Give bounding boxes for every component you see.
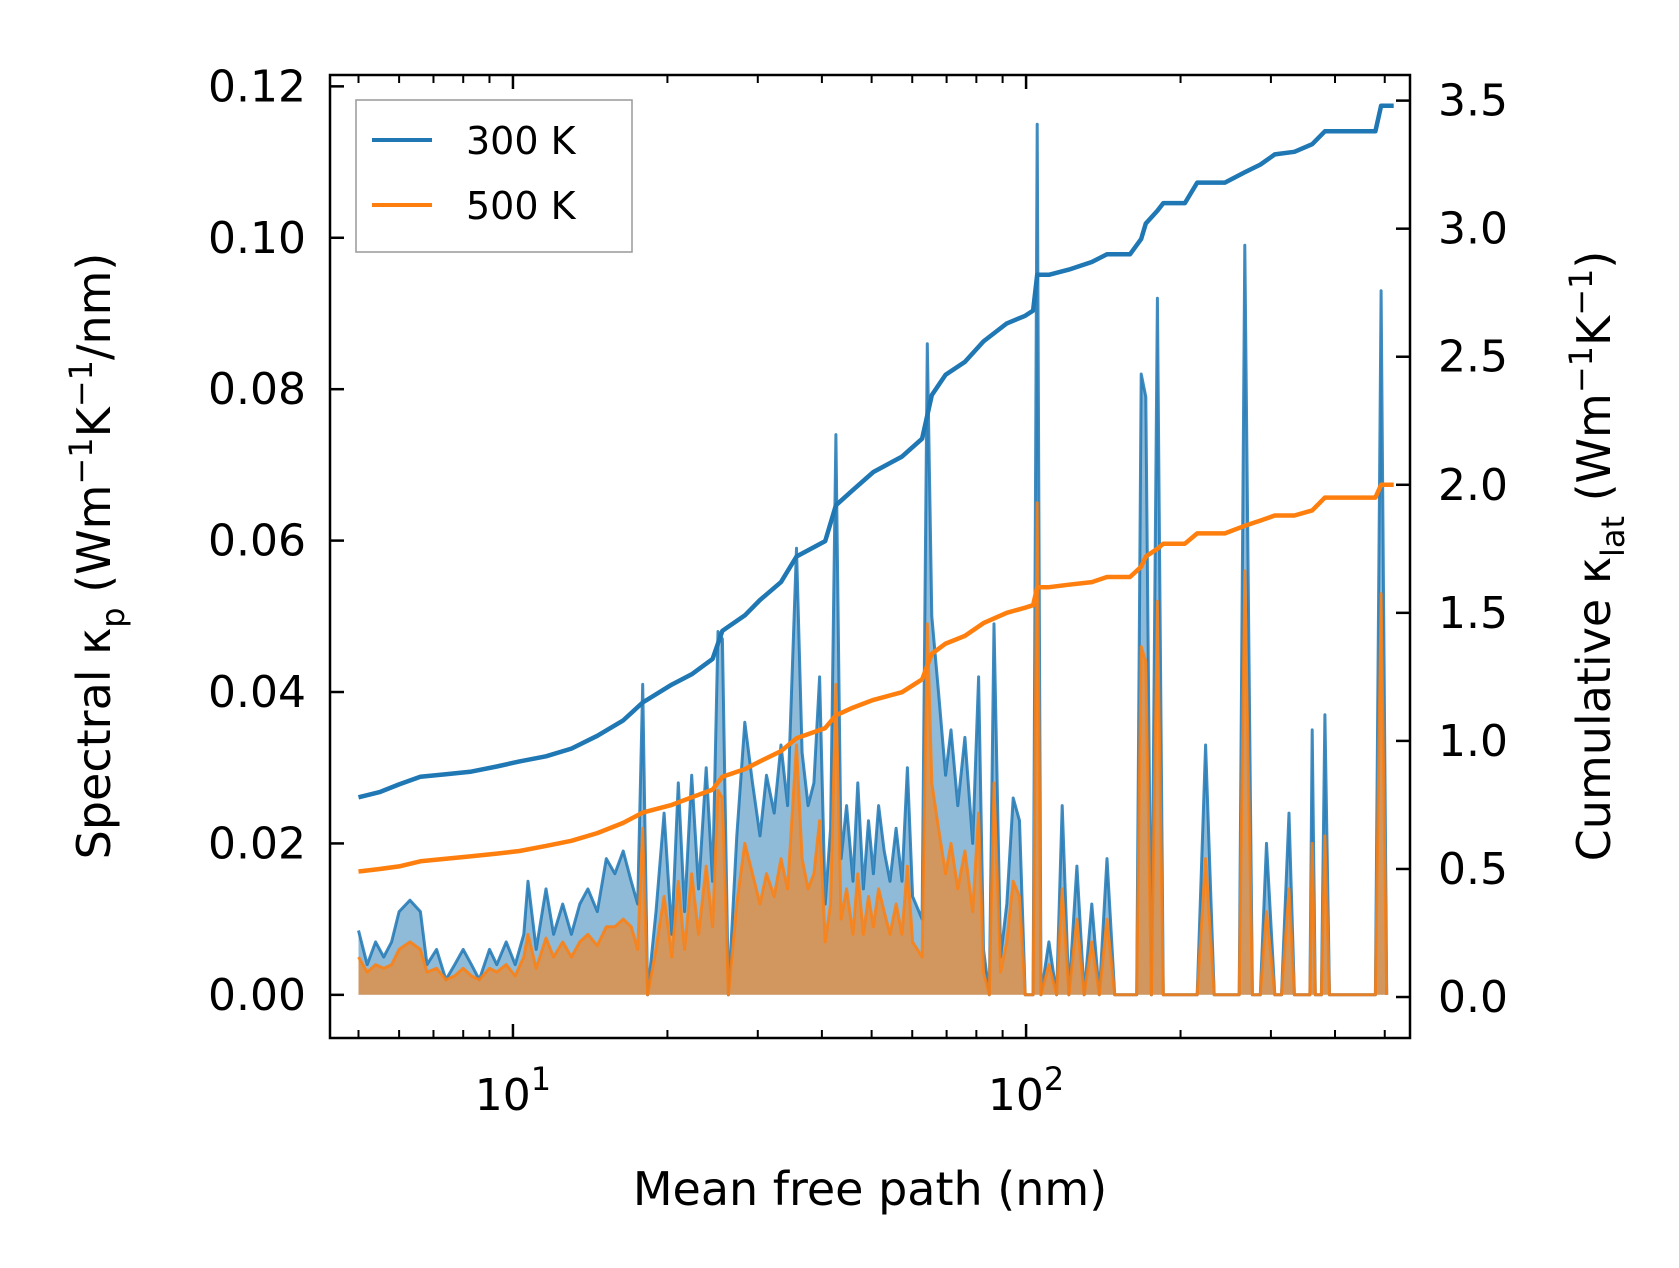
y-left-tick-label: 0.04 xyxy=(208,667,306,718)
y-left-tick-label: 0.12 xyxy=(208,61,306,112)
y-right-tick-label: 0.5 xyxy=(1438,844,1508,895)
y-right-tick-label: 2.5 xyxy=(1438,332,1508,383)
y-right-tick-label: 0.0 xyxy=(1438,972,1508,1023)
y-left-tick-label: 0.06 xyxy=(208,516,306,567)
y-left-tick-label: 0.00 xyxy=(208,970,306,1021)
legend: 300 K 500 K xyxy=(355,99,633,253)
spectral-line-300k xyxy=(357,122,1389,997)
y-left-tick-label: 0.10 xyxy=(208,213,306,264)
axis-label-layer: Mean free path (nm) Spectral κp (Wm−1K−1… xyxy=(62,251,1632,1216)
spectral-line-500k xyxy=(357,501,1389,997)
x-tick-label: 101 xyxy=(475,1060,551,1121)
x-tick-label: 102 xyxy=(988,1060,1064,1121)
y-right-tick-label: 3.0 xyxy=(1438,204,1508,255)
y-right-tick-label: 1.0 xyxy=(1438,716,1508,767)
legend-box xyxy=(355,99,633,253)
y-axis-right-label: Cumulative κlat (Wm−1K−1) xyxy=(1562,251,1632,862)
cumulative-line-300k xyxy=(357,103,1394,800)
y-left-tick-label: 0.02 xyxy=(208,818,306,869)
tick-layer: 101 102 0.00 0.02 0.04 0.06 0.08 0.10 0.12 0.0 0.5… xyxy=(208,61,1508,1121)
y-right-tick-label: 3.5 xyxy=(1438,76,1508,127)
x-axis-label: Mean free path (nm) xyxy=(633,1162,1107,1216)
y-right-tick-label: 1.5 xyxy=(1438,588,1508,639)
spectral-area-layer xyxy=(357,122,1389,997)
legend-label-300k: 300 K xyxy=(466,119,577,163)
y-left-tick-label: 0.08 xyxy=(208,364,306,415)
cumulative-line-500k xyxy=(358,482,1394,874)
y-axis-left-label: Spectral κp (Wm−1K−1/nm) xyxy=(62,253,132,860)
data-line-layer xyxy=(357,103,1394,874)
y-right-tick-label: 2.0 xyxy=(1438,460,1508,511)
plot-frame xyxy=(328,73,1412,1040)
legend-label-500k: 500 K xyxy=(466,184,577,228)
